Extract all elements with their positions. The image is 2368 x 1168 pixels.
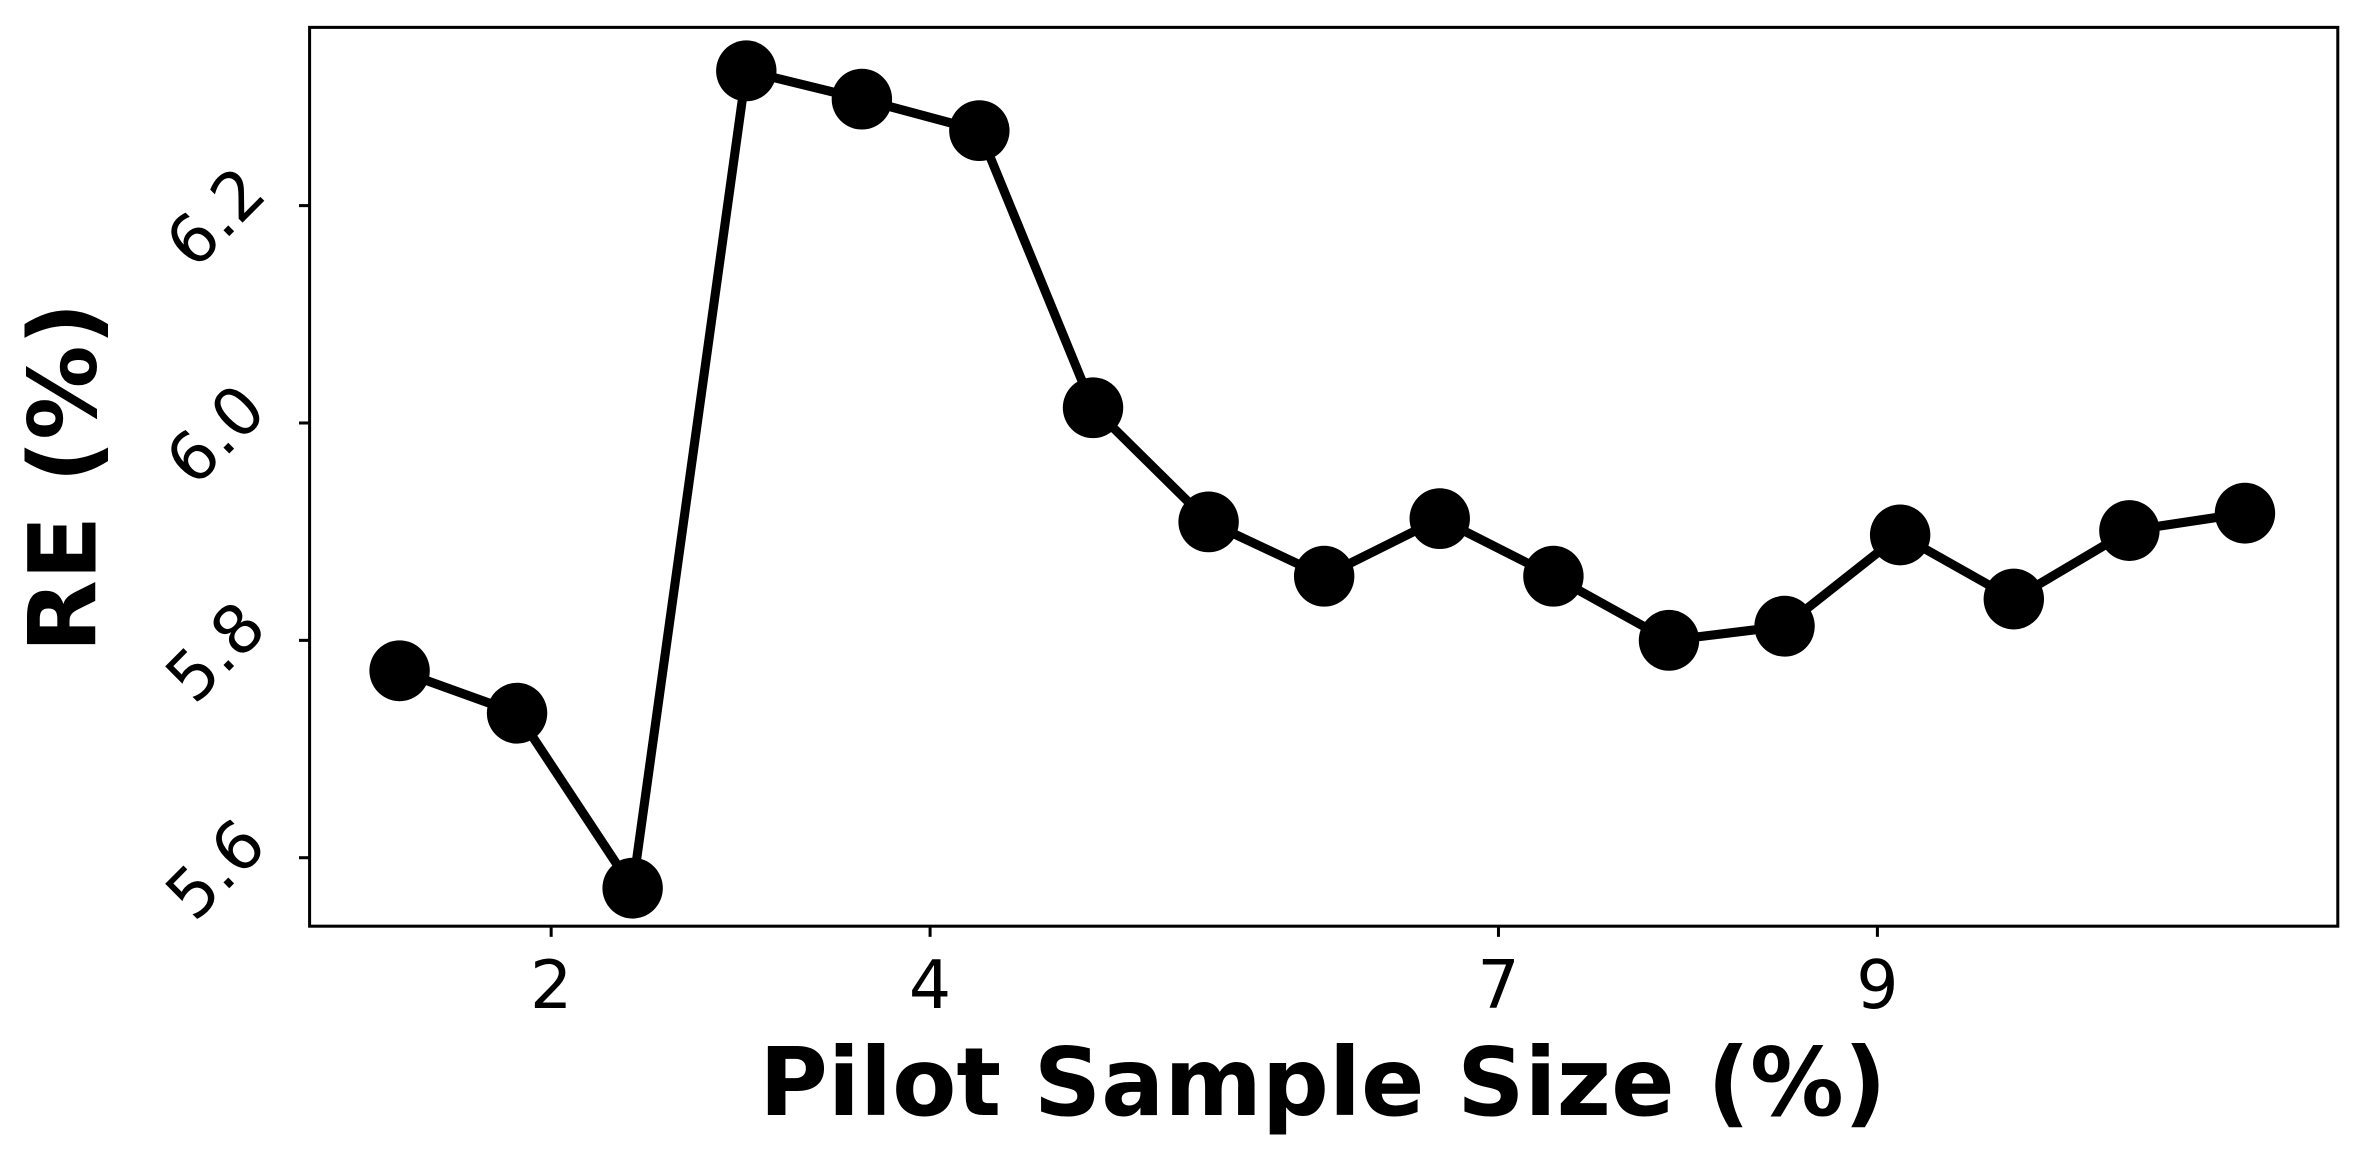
x-tick-label: 2 xyxy=(530,946,572,1024)
plot-frame xyxy=(308,25,2340,928)
marker xyxy=(1523,545,1584,607)
y-tick-label: 5.6 xyxy=(151,804,281,935)
x-tick-label: 9 xyxy=(1856,946,1898,1024)
marker xyxy=(1869,504,1931,566)
y-tick-label: 6.2 xyxy=(151,152,281,283)
y-tick-label: 5.8 xyxy=(151,587,281,718)
marker xyxy=(1178,491,1239,553)
marker xyxy=(831,68,893,130)
marker xyxy=(2214,482,2276,544)
y-tick-label: 6.0 xyxy=(151,369,281,500)
marker xyxy=(602,857,663,919)
marker xyxy=(1983,568,2045,630)
marker xyxy=(2099,500,2160,561)
x-tick-label: 7 xyxy=(1477,946,1519,1024)
x-axis-label: Pilot Sample Size (%) xyxy=(759,1029,1886,1138)
marker xyxy=(1062,377,1124,439)
marker xyxy=(486,682,548,744)
y-axis-label: RE (%) xyxy=(10,302,119,652)
marker xyxy=(1293,545,1355,607)
marker xyxy=(1409,488,1470,550)
marker xyxy=(716,40,777,102)
marker xyxy=(369,640,430,702)
marker xyxy=(949,100,1010,162)
line xyxy=(398,65,2246,901)
x-tick-label: 4 xyxy=(909,946,951,1024)
marker xyxy=(1638,609,1700,671)
marker xyxy=(1754,595,1815,657)
